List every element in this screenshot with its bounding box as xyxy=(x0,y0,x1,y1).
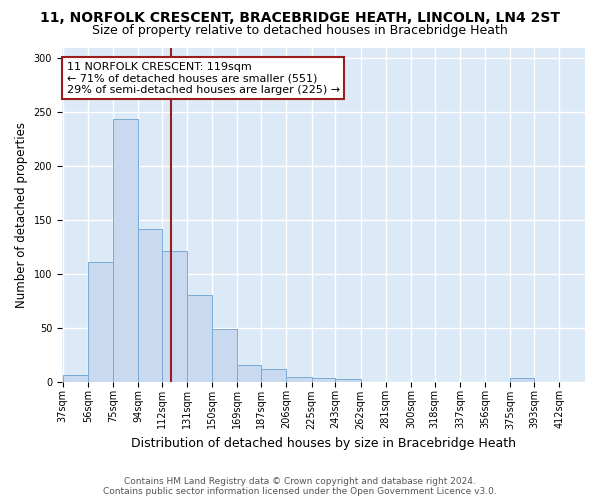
Text: 11 NORFOLK CRESCENT: 119sqm
← 71% of detached houses are smaller (551)
29% of se: 11 NORFOLK CRESCENT: 119sqm ← 71% of det… xyxy=(67,62,340,94)
Bar xyxy=(238,366,261,382)
Bar xyxy=(62,375,88,382)
Bar xyxy=(88,262,113,382)
Bar xyxy=(311,378,335,382)
Bar xyxy=(261,368,286,382)
Bar xyxy=(212,328,238,382)
Bar xyxy=(113,118,138,382)
Bar xyxy=(335,380,361,382)
Bar xyxy=(162,251,187,382)
Bar xyxy=(510,378,534,382)
Text: Size of property relative to detached houses in Bracebridge Heath: Size of property relative to detached ho… xyxy=(92,24,508,37)
Bar xyxy=(138,228,162,382)
Y-axis label: Number of detached properties: Number of detached properties xyxy=(15,122,28,308)
Text: Contains HM Land Registry data © Crown copyright and database right 2024.
Contai: Contains HM Land Registry data © Crown c… xyxy=(103,476,497,496)
X-axis label: Distribution of detached houses by size in Bracebridge Heath: Distribution of detached houses by size … xyxy=(131,437,516,450)
Bar xyxy=(187,296,212,382)
Bar xyxy=(286,377,311,382)
Text: 11, NORFOLK CRESCENT, BRACEBRIDGE HEATH, LINCOLN, LN4 2ST: 11, NORFOLK CRESCENT, BRACEBRIDGE HEATH,… xyxy=(40,11,560,25)
